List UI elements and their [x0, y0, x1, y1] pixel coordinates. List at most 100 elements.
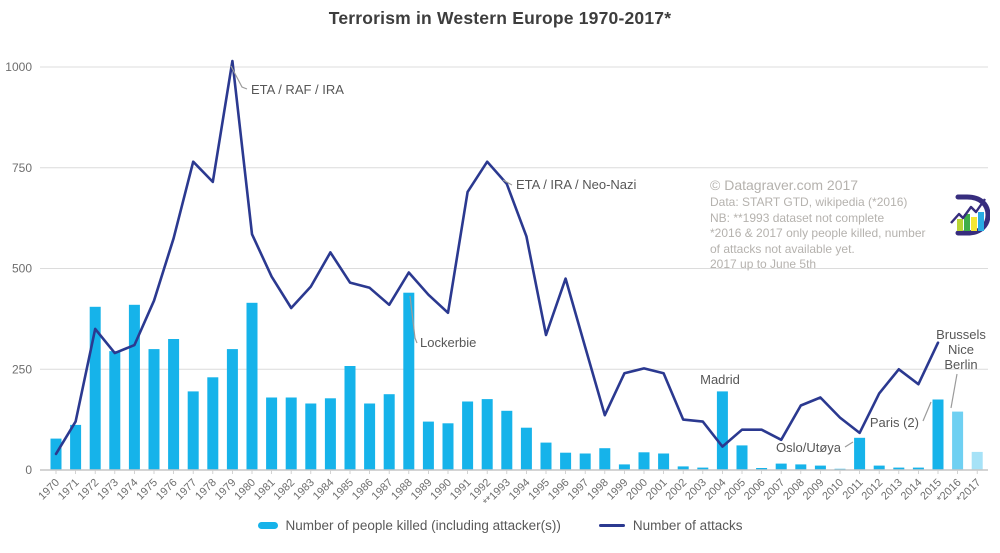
bar-1988 [403, 292, 415, 470]
x-tick-label-1983: 1983 [291, 477, 317, 503]
bar-1989 [422, 421, 434, 470]
legend: Number of people killed (including attac… [0, 518, 1000, 533]
bar-1998 [599, 448, 611, 470]
watermark-note-1993: NB: **1993 dataset not complete [710, 210, 885, 225]
annotation-lockerbie: Lockerbie [420, 335, 476, 350]
bar-1978 [207, 377, 219, 470]
x-tick-label-1996: 1996 [546, 477, 572, 503]
x-tick-label-1973: 1973 [95, 477, 121, 503]
bar-1995 [540, 442, 552, 470]
bar-1987 [383, 394, 395, 470]
watermark-note-2016a: *2016 & 2017 only people killed, number [710, 226, 926, 240]
chart-plot-area: 0250500750100019701971197219731974197519… [5, 59, 988, 508]
x-tick-label-1980: 1980 [232, 477, 258, 503]
logo-bar-green [964, 214, 970, 231]
bar-1980 [246, 302, 258, 470]
bar-2008 [795, 464, 807, 470]
watermark-source: Data: START GTD, wikipedia (*2016) [710, 195, 908, 209]
chart-title: Terrorism in Western Europe 1970-2017* [328, 8, 672, 28]
y-tick-label-500: 500 [12, 262, 32, 276]
x-tick-label-2005: 2005 [722, 477, 748, 503]
y-tick-label-1000: 1000 [5, 60, 32, 74]
legend-killed-swatch [257, 522, 278, 529]
x-tick-label-1982: 1982 [272, 477, 298, 503]
x-tick-label-1987: 1987 [370, 477, 396, 503]
bar-1979 [226, 349, 238, 470]
bar-2015 [932, 399, 944, 470]
bar-2000 [638, 452, 650, 470]
bar-1984 [324, 398, 336, 470]
bar-1999 [618, 464, 630, 470]
annotation-eta-raf-ira: ETA / RAF / IRA [251, 82, 344, 97]
x-tick-label-1975: 1975 [134, 477, 160, 503]
bar-1985 [344, 366, 356, 470]
datagraver-logo [950, 194, 990, 236]
y-tick-label-0: 0 [25, 463, 32, 477]
logo-bar-blue [978, 212, 984, 231]
bar-2004 [716, 391, 728, 470]
annotation-connector-oslo-ut-ya [844, 441, 854, 448]
x-tick-label-1990: 1990 [428, 477, 454, 503]
bar-1990 [442, 423, 454, 470]
x-tick-label-2004: 2004 [703, 477, 729, 503]
y-tick-label-250: 250 [12, 362, 32, 376]
bar-2007 [775, 463, 787, 470]
legend-attacks-swatch [598, 524, 625, 527]
legend-item-killed: Number of people killed (including attac… [257, 518, 561, 533]
bar-1975 [148, 349, 160, 470]
bar-1997 [579, 453, 591, 470]
bar-1971 [70, 424, 82, 470]
bar-2011 [854, 437, 866, 470]
bar-1996 [560, 452, 572, 470]
x-tick-label-2002: 2002 [664, 477, 690, 503]
logo-bar-lime [957, 219, 963, 231]
x-tick-label-1997: 1997 [566, 477, 592, 503]
x-tick-label-1976: 1976 [154, 477, 180, 503]
x-tick-label-1981: 1981 [252, 477, 278, 503]
watermark-copyright: © Datagraver.com 2017 [710, 177, 859, 193]
x-tick-label-2003: 2003 [683, 477, 709, 503]
x-tick-label-1977: 1977 [174, 477, 200, 503]
bar-2009 [814, 465, 826, 470]
legend-killed-label: Number of people killed (including attac… [285, 518, 561, 533]
attacks-line [54, 59, 940, 456]
annotation-connector-brussels [950, 373, 958, 409]
legend-item-attacks: Number of attacks [598, 518, 743, 533]
x-tick-label-1994: 1994 [507, 477, 533, 503]
annotation-oslo-ut-ya: Oslo/Utøya [776, 440, 842, 455]
bar-1974 [128, 304, 140, 470]
legend-attacks-label: Number of attacks [632, 518, 743, 533]
x-tick-label-2008: 2008 [781, 477, 807, 503]
x-tick-label-2000: 2000 [624, 477, 650, 503]
x-tick-label-1995: 1995 [526, 477, 552, 503]
watermark: © Datagraver.com 2017 Data: START GTD, w… [710, 176, 925, 273]
annotation-connector-eta-ira-neo-nazi [502, 179, 513, 186]
x-tick-label-1991: 1991 [448, 477, 474, 503]
annotation-connector-lockerbie [409, 295, 418, 344]
x-tick-label-1984: 1984 [311, 477, 337, 503]
x-tick-label-1972: 1972 [76, 477, 102, 503]
bar-2005 [736, 445, 748, 470]
annotation-madrid: Madrid [700, 372, 740, 387]
x-tick-label-1985: 1985 [330, 477, 356, 503]
bar-1983 [305, 403, 317, 470]
logo-trend-line [950, 198, 986, 224]
bar-2003 [697, 467, 709, 470]
bar-2006 [756, 468, 768, 470]
x-tick-label-1970: 1970 [36, 477, 62, 503]
bar-2017 [971, 451, 983, 470]
x-tick-label-1974: 1974 [115, 477, 141, 503]
bar-2012 [873, 465, 885, 470]
bar-1993 [501, 410, 513, 470]
bar-1973 [109, 351, 121, 470]
annotation-connector-eta-raf-ira [230, 65, 248, 90]
x-tick-label-2011: 2011 [841, 477, 866, 502]
bar-1981 [266, 397, 278, 470]
annotation-connector-paris-2 [922, 401, 932, 422]
x-tick-label-2007: 2007 [762, 477, 788, 503]
x-tick-label-2006: 2006 [742, 477, 768, 503]
bar-1986 [364, 403, 376, 470]
bar-1991 [462, 401, 474, 470]
bar-1972 [89, 306, 101, 470]
